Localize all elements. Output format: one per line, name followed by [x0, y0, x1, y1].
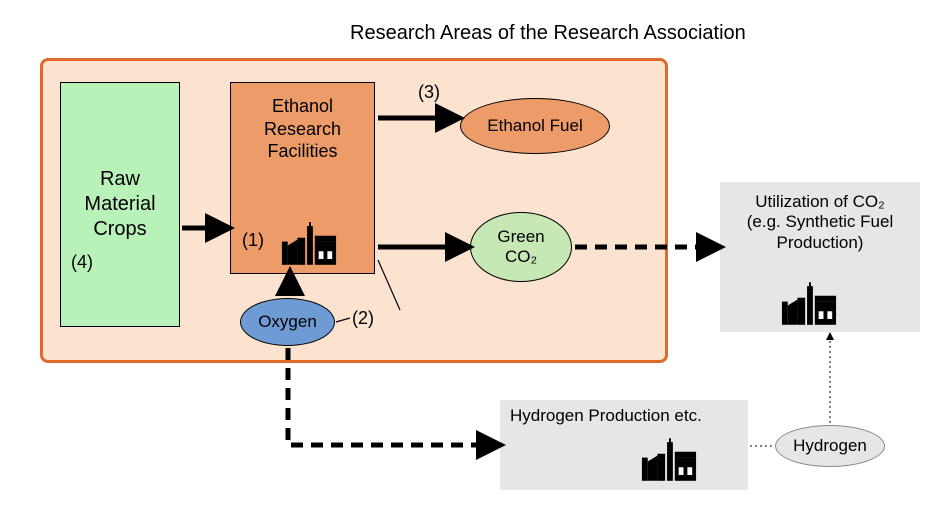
node-label: Green CO₂ [497, 227, 544, 266]
node-label: Hydrogen [793, 436, 867, 456]
node-hydrogen: Hydrogen [775, 425, 885, 467]
node-label: Raw Material Crops [84, 167, 155, 242]
node-label: Utilization of CO₂ (e.g. Synthetic Fuel … [747, 192, 893, 253]
node-label: Ethanol Research Facilities [264, 95, 341, 163]
factory-icon [780, 282, 838, 327]
factory-icon [280, 222, 338, 267]
node-label: Ethanol Fuel [487, 116, 582, 136]
factory-icon [640, 438, 698, 483]
node-label: Hydrogen Production etc. [500, 406, 702, 426]
marker-2: (2) [352, 308, 374, 329]
marker-4: (4) [71, 251, 93, 274]
diagram-title: Research Areas of the Research Associati… [350, 22, 746, 45]
node-hydrogen-production: Hydrogen Production etc. [500, 400, 748, 490]
node-label: Oxygen [258, 312, 317, 332]
marker-3: (3) [418, 82, 440, 103]
node-ethanol-fuel: Ethanol Fuel [460, 98, 610, 154]
diagram-canvas: Research Areas of the Research Associati… [0, 0, 937, 522]
marker-1: (1) [242, 230, 264, 251]
node-oxygen: Oxygen [240, 298, 335, 346]
node-raw-material-crops: Raw Material Crops (4) [60, 82, 180, 327]
node-green-co2: Green CO₂ [470, 212, 572, 282]
